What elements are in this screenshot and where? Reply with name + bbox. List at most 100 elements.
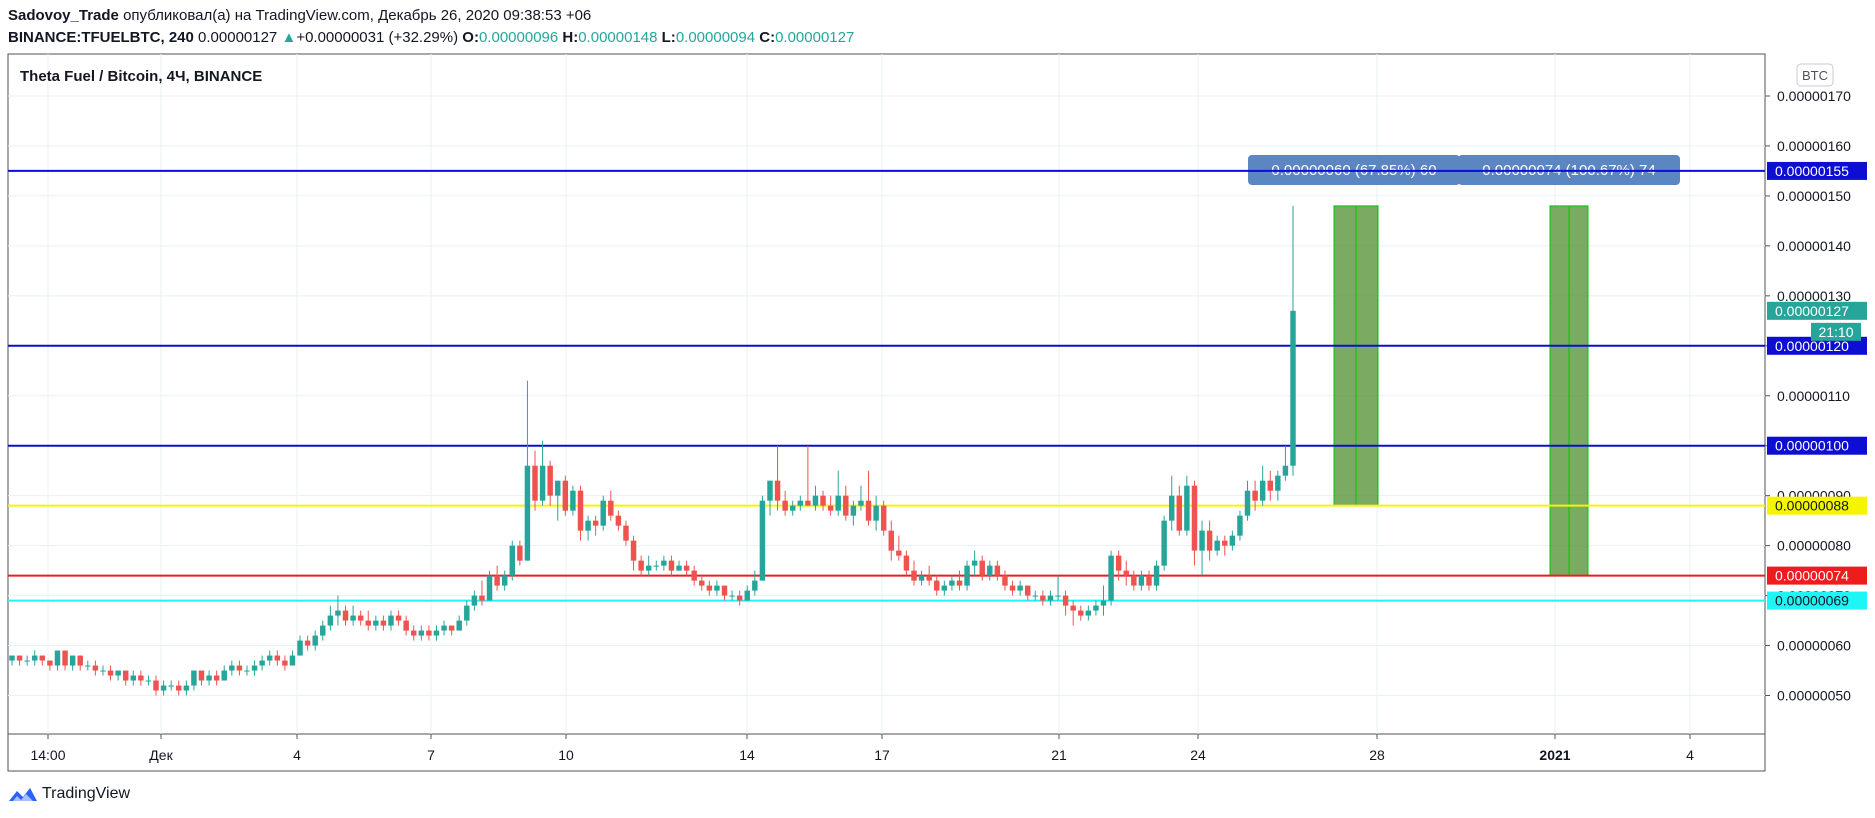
candle-body: [585, 520, 591, 531]
time-tick-label: Дек: [149, 747, 173, 763]
level-price-label: 0.00000120: [1775, 338, 1849, 354]
candle-body: [168, 685, 174, 687]
candle-body: [812, 495, 819, 506]
candle-body: [1244, 490, 1251, 516]
time-tick-label: 7: [427, 747, 435, 763]
candle-body: [653, 565, 660, 567]
candle-body: [987, 565, 993, 576]
candle-body: [1093, 605, 1099, 611]
author-name[interactable]: Sadovoy_Trade: [8, 7, 119, 24]
high-value: 0.00000148: [578, 29, 658, 46]
candle-body: [1123, 570, 1129, 576]
price-tick-label: 0.00000170: [1777, 88, 1851, 104]
candle-body: [1229, 535, 1236, 546]
level-price-badge: [1767, 566, 1867, 585]
candle-body: [198, 670, 205, 681]
candle-body: [570, 490, 576, 511]
candle-body: [532, 465, 538, 501]
candle-body: [77, 655, 83, 666]
level-price-label: 0.00000155: [1775, 163, 1849, 179]
open-key: O:: [462, 29, 479, 46]
level-price-badge: [1767, 591, 1867, 610]
candle-body: [138, 675, 144, 681]
candle-body: [903, 555, 910, 571]
candle-body: [638, 560, 644, 571]
candle-body: [706, 585, 713, 591]
candle-body: [357, 615, 364, 621]
time-tick-label: 24: [1190, 747, 1206, 763]
candle-body: [676, 565, 682, 571]
candle-body: [623, 525, 629, 541]
candle-body: [1070, 605, 1076, 611]
candle-body: [797, 500, 804, 506]
candle-body: [304, 640, 311, 646]
candle-body: [979, 560, 985, 576]
price-chart[interactable]: 0.00000060 (67.85%) 60 0.00000074 (100.67…: [0, 0, 1875, 780]
chart-title: Theta Fuel / Bitcoin, 4Ч, BINANCE: [20, 68, 262, 85]
level-price-label: 0.00000100: [1775, 438, 1849, 454]
candle-body: [32, 655, 38, 661]
time-tick-label: 17: [874, 747, 890, 763]
candle-body: [1184, 485, 1190, 531]
candle-body: [782, 500, 788, 511]
currency-badge-label: BTC: [1802, 68, 1828, 83]
candle-body: [1017, 585, 1023, 591]
price-tick-label: 0.00000160: [1777, 138, 1851, 154]
candle-body: [577, 490, 584, 531]
candle-body: [69, 655, 76, 666]
candle-body: [873, 505, 879, 521]
close-key: C:: [759, 29, 776, 46]
tradingview-footer[interactable]: TradingView: [8, 784, 130, 804]
last-price: 0.00000127: [198, 29, 278, 46]
up-arrow-icon: ▲: [281, 29, 297, 46]
horizontal-levels[interactable]: [8, 169, 1765, 602]
candle-body: [896, 550, 902, 556]
candle-body: [805, 500, 811, 506]
candle-body: [486, 575, 493, 601]
candle-body: [843, 495, 849, 516]
time-tick-label: 2021: [1539, 747, 1570, 763]
candle-body: [335, 610, 341, 616]
candle-body: [926, 575, 932, 581]
candle-body: [1168, 495, 1175, 521]
low-key: L:: [661, 29, 676, 46]
level-price-badge: [1767, 496, 1867, 515]
candle-body: [835, 495, 841, 511]
candle-body: [865, 500, 872, 521]
candle-body: [592, 520, 599, 526]
candle-body: [266, 655, 273, 661]
candle-body: [1078, 610, 1084, 616]
candle-body: [130, 675, 137, 681]
price-axis-badges: 0.00000155 0.00000120 0.00000100 0.00000088…: [1767, 161, 1867, 610]
candle-body: [501, 575, 508, 586]
candle-body: [274, 655, 281, 661]
candle-body: [827, 505, 834, 511]
price-range-measurements[interactable]: 0.00000060 (67.85%) 60 0.00000074 (100.67…: [1248, 155, 1680, 577]
price-change: +0.00000031 (+32.29%): [296, 29, 459, 46]
candle-body: [191, 670, 197, 686]
candle-body: [1275, 475, 1281, 491]
candle-body: [1222, 540, 1228, 546]
candle-body: [752, 580, 758, 591]
candle-body: [122, 670, 129, 681]
candle-body: [691, 570, 697, 581]
candle-body: [858, 500, 864, 506]
candle-body: [714, 585, 720, 591]
price-axis[interactable]: 0.00000170 0.00000160 0.00000150 0.00000140…: [1765, 88, 1851, 704]
candle-body: [1252, 490, 1258, 501]
candle-body: [1138, 575, 1145, 586]
price-tick-label: 0.00000110: [1777, 388, 1850, 404]
candle-body: [880, 505, 887, 531]
level-price-label: 0.00000074: [1775, 568, 1849, 584]
candle-body: [426, 630, 432, 636]
time-axis[interactable]: 14:00 Дек 4 7 10 14 17 21 24 28 2021 4: [30, 734, 1694, 763]
candle-body: [956, 580, 963, 586]
candle-body: [600, 500, 606, 526]
candle-body: [509, 545, 516, 576]
time-tick-label: 14:00: [30, 747, 65, 763]
candle-body: [350, 615, 356, 621]
candle-body: [668, 560, 675, 571]
candle-body: [699, 580, 705, 586]
candle-body: [176, 685, 182, 691]
symbol-label: BINANCE:TFUELBTC, 240: [8, 29, 194, 46]
